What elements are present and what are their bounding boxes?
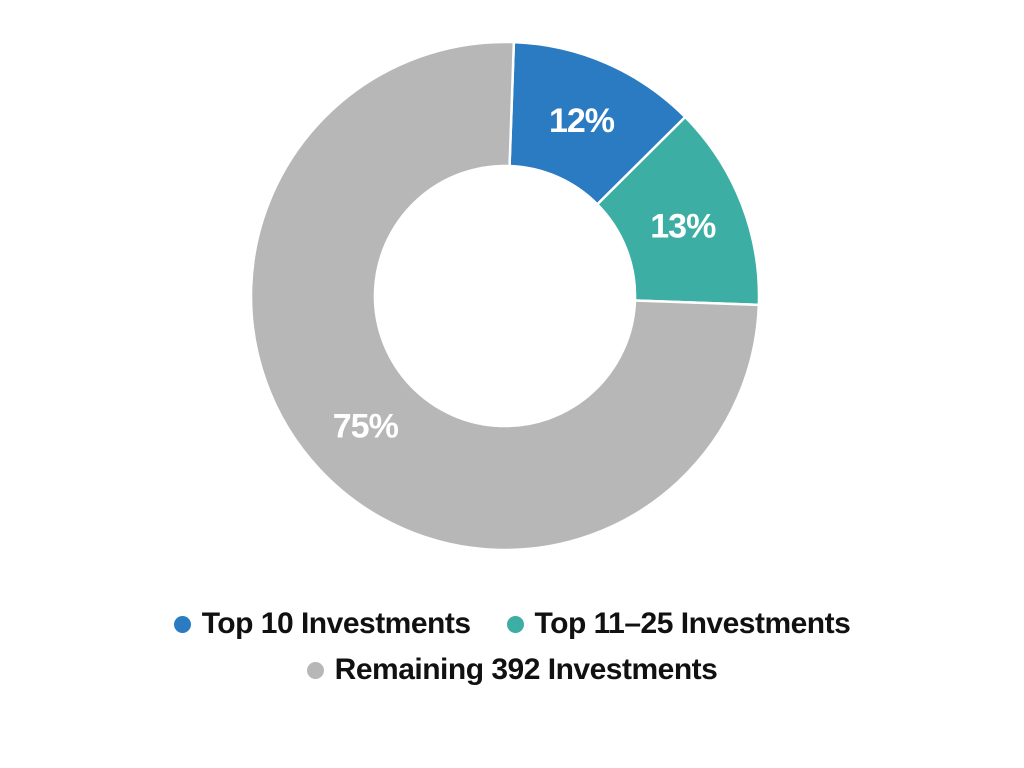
legend-row-2: Remaining 392 Investments xyxy=(0,647,1024,693)
legend-label: Top 11–25 Investments xyxy=(534,607,851,640)
legend-row-1: Top 10 Investments Top 11–25 Investments xyxy=(0,601,1024,647)
legend-dot-top-10-icon xyxy=(173,615,191,633)
slice-label-13%: 13% xyxy=(650,207,716,245)
slice-label-75%: 75% xyxy=(333,407,399,445)
legend-item-top-10-investments: Top 10 Investments xyxy=(173,607,471,641)
legend-dot-top-11-25-icon xyxy=(506,615,524,633)
legend-dot-remaining-icon xyxy=(306,661,324,679)
donut-chart-canvas: 12% 13% 75% xyxy=(249,40,761,552)
legend-label: Top 10 Investments xyxy=(201,607,471,640)
legend-item-remaining-392-investments: Remaining 392 Investments xyxy=(306,653,718,687)
slice-label-12%: 12% xyxy=(549,102,615,140)
legend-item-top-11-25-investments: Top 11–25 Investments xyxy=(506,607,851,641)
pie-slice-remaining-392-investments xyxy=(249,40,761,552)
chart-legend: Top 10 Investments Top 11–25 Investments… xyxy=(0,601,1024,693)
legend-label: Remaining 392 Investments xyxy=(334,653,718,686)
